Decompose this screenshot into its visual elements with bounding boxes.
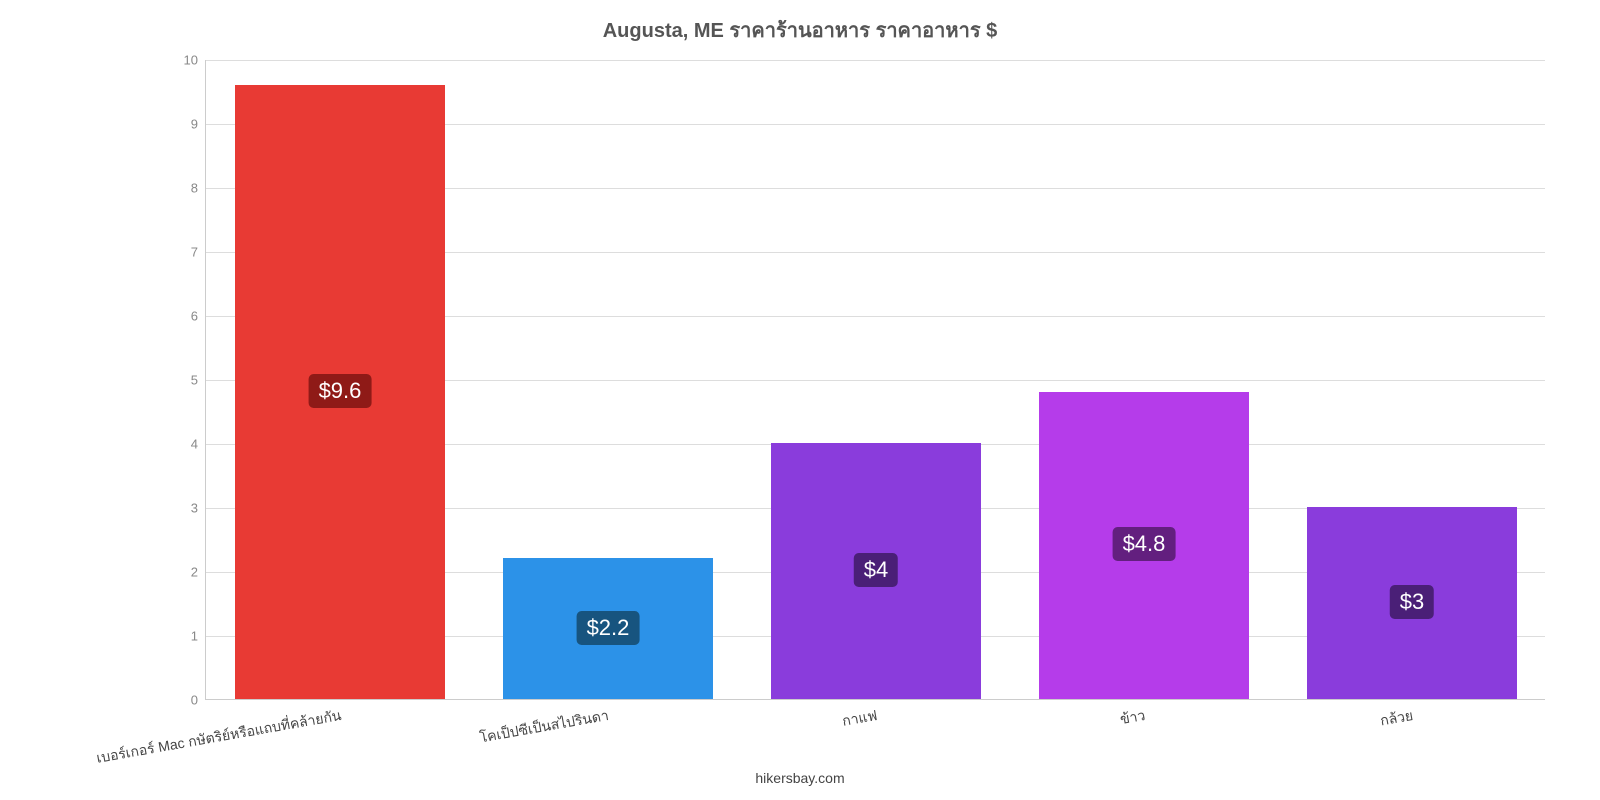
bar: $4.8 bbox=[1039, 392, 1248, 699]
x-tick-label: เบอร์เกอร์ Mac กษัตริย์หรือแถบที่คล้ายกั… bbox=[94, 705, 342, 770]
plot-area: 012345678910$9.6เบอร์เกอร์ Mac กษัตริย์ห… bbox=[205, 60, 1545, 700]
price-chart: Augusta, ME ราคาร้านอาหาร ราคาอาหาร $ 01… bbox=[0, 0, 1600, 800]
x-tick-label: กล้วย bbox=[1378, 705, 1414, 732]
bar: $2.2 bbox=[503, 558, 712, 699]
gridline bbox=[206, 60, 1545, 61]
y-tick-label: 5 bbox=[191, 373, 198, 388]
value-badge: $2.2 bbox=[577, 611, 640, 645]
credit-text: hikersbay.com bbox=[0, 770, 1600, 786]
value-badge: $4 bbox=[854, 553, 898, 587]
y-tick-label: 6 bbox=[191, 309, 198, 324]
x-tick-label: ข้าว bbox=[1118, 705, 1147, 731]
y-tick-label: 1 bbox=[191, 629, 198, 644]
chart-title: Augusta, ME ราคาร้านอาหาร ราคาอาหาร $ bbox=[0, 14, 1600, 46]
bar: $3 bbox=[1307, 507, 1516, 699]
value-badge: $4.8 bbox=[1113, 527, 1176, 561]
y-tick-label: 8 bbox=[191, 181, 198, 196]
y-tick-label: 3 bbox=[191, 501, 198, 516]
value-badge: $3 bbox=[1390, 585, 1434, 619]
x-tick-label: โคเป็ปซีเป็นสไปรินดา bbox=[478, 705, 611, 749]
y-tick-label: 0 bbox=[191, 693, 198, 708]
y-tick-label: 4 bbox=[191, 437, 198, 452]
y-tick-label: 10 bbox=[184, 53, 198, 68]
y-tick-label: 7 bbox=[191, 245, 198, 260]
x-tick-label: กาแฟ bbox=[840, 705, 879, 733]
value-badge: $9.6 bbox=[309, 374, 372, 408]
y-tick-label: 2 bbox=[191, 565, 198, 580]
bar: $4 bbox=[771, 443, 980, 699]
y-tick-label: 9 bbox=[191, 117, 198, 132]
bar: $9.6 bbox=[235, 85, 444, 699]
